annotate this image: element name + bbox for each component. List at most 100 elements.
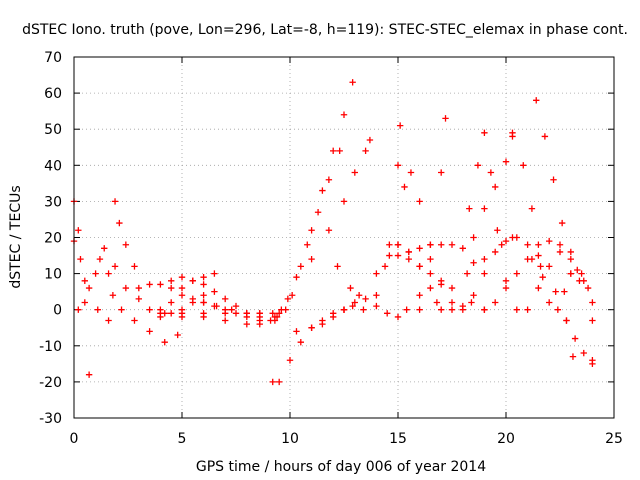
y-axis-label: dSTEC / TECUs xyxy=(8,185,24,288)
data-point xyxy=(373,270,380,277)
data-point xyxy=(492,183,499,191)
data-point xyxy=(535,284,542,292)
data-point xyxy=(438,241,445,248)
x-tick-label: 0 xyxy=(70,431,79,447)
data-point xyxy=(200,299,207,306)
tick-labels: 0 5 10 15 20 25 -30 -20 -10 0 10 20 30 40 50 60 70 xyxy=(39,50,623,447)
series-track xyxy=(524,241,596,324)
series-track xyxy=(308,136,374,263)
data-point xyxy=(481,270,488,277)
data-point xyxy=(427,270,434,277)
data-point xyxy=(308,255,315,263)
data-point xyxy=(308,227,315,234)
data-point xyxy=(502,284,510,292)
data-point xyxy=(135,284,142,292)
data-point xyxy=(94,306,101,313)
data-point xyxy=(336,147,343,155)
series-track xyxy=(448,234,542,313)
data-point xyxy=(111,263,119,270)
data-point xyxy=(269,310,276,317)
series-track xyxy=(157,270,218,313)
data-point xyxy=(474,162,482,169)
x-tick-label: 5 xyxy=(178,431,187,447)
data-point xyxy=(567,248,574,256)
data-point xyxy=(232,302,240,310)
data-point xyxy=(362,295,369,303)
data-point xyxy=(578,270,585,277)
data-point xyxy=(297,263,304,270)
data-point xyxy=(161,338,168,346)
data-point xyxy=(492,248,499,256)
data-point xyxy=(589,299,596,306)
y-tick-label: 40 xyxy=(44,158,62,174)
series-track xyxy=(334,122,404,313)
data-point xyxy=(584,284,592,292)
data-point xyxy=(111,198,119,205)
data-point xyxy=(75,306,82,313)
data-point xyxy=(513,270,520,277)
series-track xyxy=(111,198,138,270)
data-point xyxy=(222,295,229,303)
data-point xyxy=(293,274,300,281)
data-point xyxy=(304,241,311,248)
data-point xyxy=(211,288,218,295)
data-point xyxy=(448,284,456,292)
y-tick-label: 30 xyxy=(44,194,62,210)
series-track xyxy=(533,97,596,364)
data-point xyxy=(109,292,117,299)
data-point xyxy=(463,270,471,277)
data-point xyxy=(340,198,348,205)
data-point xyxy=(554,306,562,313)
data-point xyxy=(200,313,207,321)
data-point xyxy=(269,378,276,386)
y-tick-label: 60 xyxy=(44,86,62,102)
data-point xyxy=(386,252,393,259)
data-point xyxy=(470,292,477,299)
data-point xyxy=(288,292,296,299)
data-point xyxy=(589,360,596,368)
data-point xyxy=(319,187,326,194)
chart-title: dSTEC Iono. truth (pove, Lon=296, Lat=-8… xyxy=(22,22,628,38)
data-point xyxy=(340,306,348,313)
data-point xyxy=(403,306,410,313)
series-track xyxy=(528,255,577,360)
data-point xyxy=(394,162,402,169)
data-point xyxy=(232,310,240,317)
data-point xyxy=(580,277,587,285)
data-point xyxy=(487,169,495,176)
data-point xyxy=(297,338,304,346)
data-point xyxy=(433,299,441,306)
x-tick-label: 10 xyxy=(281,431,299,447)
series-track xyxy=(381,252,445,288)
data-point xyxy=(546,237,553,245)
data-point xyxy=(513,306,520,313)
data-point xyxy=(569,353,577,360)
data-point xyxy=(330,147,337,155)
data-point xyxy=(470,259,477,266)
data-point xyxy=(105,317,112,324)
data-point xyxy=(384,310,391,317)
data-point xyxy=(448,299,456,306)
data-point xyxy=(502,237,510,245)
data-point xyxy=(146,281,153,288)
series-track xyxy=(200,299,274,324)
data-point xyxy=(189,295,196,303)
y-tick-label: 0 xyxy=(53,303,62,319)
series-track xyxy=(75,255,104,313)
data-point xyxy=(416,245,423,252)
data-point xyxy=(355,292,363,299)
data-point xyxy=(325,176,333,183)
data-point xyxy=(373,292,380,299)
data-point xyxy=(146,328,153,335)
data-point xyxy=(498,241,505,248)
data-point xyxy=(416,263,423,270)
series-track xyxy=(70,237,112,324)
data-point xyxy=(448,306,456,313)
data-point xyxy=(589,317,596,324)
series-track xyxy=(554,266,596,313)
data-point xyxy=(533,97,540,104)
data-point xyxy=(168,310,175,317)
y-tick-label: -30 xyxy=(39,411,62,427)
data-point xyxy=(386,241,393,248)
